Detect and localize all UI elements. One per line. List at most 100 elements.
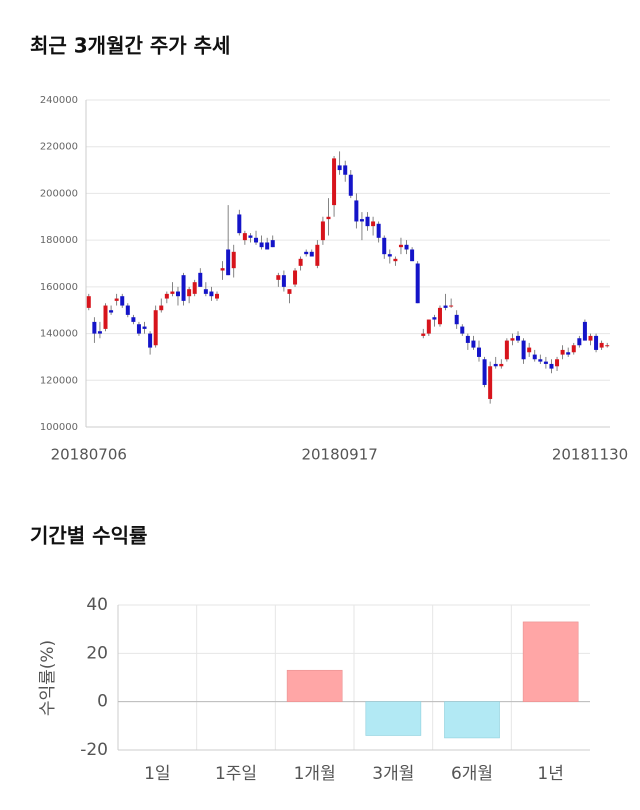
candle-body (432, 317, 437, 320)
candle-body (136, 324, 141, 334)
bar (522, 621, 579, 702)
candle-body (471, 340, 476, 348)
candle-body (504, 340, 509, 360)
candle-body (309, 251, 314, 257)
candle-body (120, 296, 125, 306)
candle-body (532, 354, 537, 360)
candle-body (97, 331, 102, 334)
x-tick-label: 3개월 (372, 764, 414, 784)
candle-body (259, 242, 264, 248)
candle-body (543, 361, 548, 364)
candle-body (293, 270, 298, 285)
candle-body (170, 291, 175, 294)
candle-body (571, 345, 576, 353)
candle-body (404, 244, 409, 250)
candle-body (605, 345, 610, 347)
candle-body (125, 305, 130, 315)
candle-body (270, 240, 275, 248)
candle-body (181, 275, 186, 301)
bar (444, 701, 500, 739)
candle-body (164, 293, 169, 299)
candle-body (387, 254, 392, 257)
x-tick-label: 6개월 (451, 764, 493, 784)
candle-body (86, 296, 91, 308)
candle-body (393, 258, 398, 262)
candle-body (226, 249, 231, 276)
y-tick-label: 40 (86, 595, 108, 615)
candle-body (516, 335, 521, 341)
candle-body (527, 347, 532, 353)
candle-body (382, 237, 387, 255)
candle-body (594, 335, 599, 350)
candle-body (298, 258, 303, 266)
candle-body (131, 317, 136, 322)
candle-body (265, 242, 270, 250)
candle-body (148, 333, 153, 348)
candle-body (220, 268, 225, 271)
candle-body (276, 275, 281, 280)
candle-body (103, 305, 108, 329)
y-tick-label: 240000 (40, 95, 78, 106)
candle-body (175, 291, 180, 297)
candle-body (365, 216, 370, 227)
candle-body (549, 363, 554, 369)
candle-body (326, 216, 331, 220)
x-tick-label: 1개월 (294, 764, 336, 784)
candle-body (153, 310, 158, 346)
candle-body (320, 221, 325, 241)
chart-title: 최근 3개월간 주가 추세 (30, 34, 230, 58)
x-tick-label: 20180917 (301, 446, 377, 464)
candle-body (577, 338, 582, 346)
candle-body (499, 363, 504, 367)
candle-body (332, 158, 337, 206)
candle-body (209, 291, 214, 297)
y-tick-label: 120000 (40, 375, 78, 386)
y-tick-label: 100000 (40, 422, 78, 433)
candle-body (566, 352, 571, 355)
candle-body (426, 319, 431, 334)
y-tick-label: 220000 (40, 142, 78, 153)
candle-body (142, 326, 147, 329)
candle-body (192, 282, 197, 294)
candle-body (281, 275, 286, 287)
candle-body (315, 244, 320, 266)
candle-body (477, 347, 481, 357)
candle-body (443, 305, 448, 308)
candle-body (538, 359, 543, 362)
candle-body (588, 335, 593, 341)
candle-body (449, 305, 454, 307)
y-tick-label: 160000 (40, 282, 78, 293)
candle-body (359, 219, 364, 222)
candle-body (348, 174, 353, 196)
chart-title: 기간별 수익률 (30, 524, 147, 548)
candle-body (560, 349, 565, 355)
candle-body (376, 223, 381, 238)
x-tick-label: 1년 (537, 764, 563, 784)
y-tick-label: 140000 (40, 329, 78, 340)
candle-body (337, 165, 342, 171)
candle-body (159, 305, 164, 311)
candle-body (203, 289, 208, 294)
candle-body (398, 244, 403, 248)
candle-body (582, 321, 587, 341)
candle-body (421, 333, 426, 336)
candle-body (555, 359, 560, 367)
candle-body (482, 359, 487, 385)
candle-body (465, 335, 470, 343)
candle-body (488, 366, 493, 399)
y-axis-label: 수익률(%) (38, 640, 58, 716)
candle-body (92, 321, 97, 334)
candle-body (198, 272, 203, 287)
candle-body (231, 251, 236, 269)
y-tick-label: -20 (80, 740, 108, 760)
candle-body (187, 289, 192, 297)
candle-body (343, 165, 348, 175)
candle-body (304, 251, 309, 255)
y-tick-label: 200000 (40, 188, 78, 199)
candle-body (354, 200, 359, 222)
candle-body (287, 289, 292, 294)
candle-body (237, 214, 242, 234)
x-tick-label: 1주일 (215, 764, 257, 784)
candle-body (215, 293, 219, 299)
candle-body (410, 249, 415, 262)
